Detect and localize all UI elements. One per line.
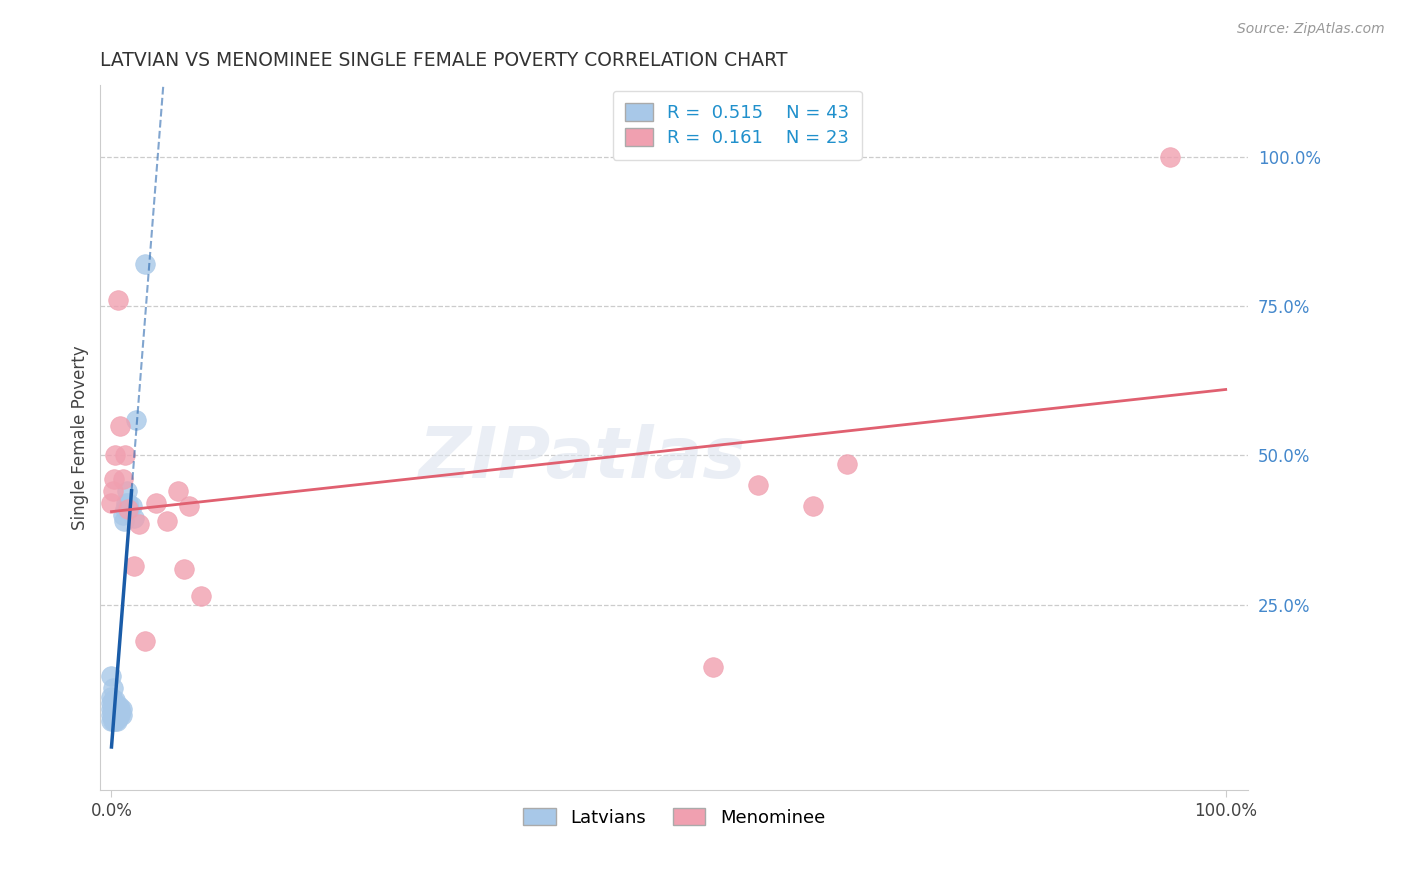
Point xyxy=(107,293,129,307)
Point xyxy=(110,702,132,716)
Point xyxy=(103,711,125,725)
Point xyxy=(100,496,122,510)
Point xyxy=(101,693,124,707)
Point xyxy=(1159,150,1181,164)
Point xyxy=(114,502,136,516)
Point xyxy=(112,514,135,528)
Point xyxy=(125,412,148,426)
Point xyxy=(117,496,139,510)
Point xyxy=(110,708,132,723)
Point xyxy=(101,681,124,696)
Point xyxy=(108,708,131,723)
Point xyxy=(117,502,139,516)
Point xyxy=(747,478,769,492)
Point xyxy=(100,669,122,683)
Point xyxy=(835,458,858,472)
Point xyxy=(100,690,122,705)
Point xyxy=(702,660,724,674)
Point xyxy=(115,496,138,510)
Point xyxy=(104,699,127,714)
Point xyxy=(122,511,145,525)
Point xyxy=(101,484,124,499)
Text: ZIPatlas: ZIPatlas xyxy=(419,425,747,493)
Point xyxy=(111,508,134,523)
Point xyxy=(179,499,201,513)
Point xyxy=(108,699,131,714)
Point xyxy=(104,693,127,707)
Point xyxy=(101,714,124,729)
Point xyxy=(100,714,122,729)
Point xyxy=(134,633,156,648)
Point xyxy=(167,484,190,499)
Point xyxy=(111,472,134,486)
Point xyxy=(107,702,129,716)
Point xyxy=(122,558,145,573)
Point xyxy=(803,499,825,513)
Point xyxy=(128,517,150,532)
Point xyxy=(105,714,128,729)
Point xyxy=(110,418,132,433)
Point xyxy=(134,257,156,271)
Point xyxy=(110,702,132,716)
Point xyxy=(118,502,141,516)
Point xyxy=(145,496,167,510)
Point xyxy=(104,711,127,725)
Point xyxy=(103,706,125,720)
Point xyxy=(104,708,127,723)
Point xyxy=(100,702,122,716)
Point xyxy=(100,708,122,723)
Legend: Latvians, Menominee: Latvians, Menominee xyxy=(516,800,832,834)
Point xyxy=(104,706,127,720)
Point xyxy=(103,699,125,714)
Point xyxy=(115,484,138,499)
Point xyxy=(105,708,128,723)
Point xyxy=(101,702,124,716)
Y-axis label: Single Female Poverty: Single Female Poverty xyxy=(72,345,89,530)
Point xyxy=(173,562,195,576)
Point xyxy=(110,708,132,723)
Text: LATVIAN VS MENOMINEE SINGLE FEMALE POVERTY CORRELATION CHART: LATVIAN VS MENOMINEE SINGLE FEMALE POVER… xyxy=(100,51,787,70)
Point xyxy=(114,449,136,463)
Point xyxy=(104,714,127,729)
Point xyxy=(103,472,125,486)
Point xyxy=(101,708,124,723)
Point xyxy=(104,449,127,463)
Point xyxy=(107,711,129,725)
Point xyxy=(100,696,122,710)
Text: Source: ZipAtlas.com: Source: ZipAtlas.com xyxy=(1237,22,1385,37)
Point xyxy=(156,514,179,528)
Point xyxy=(121,499,143,513)
Point xyxy=(190,589,212,603)
Point xyxy=(104,702,127,716)
Point xyxy=(105,699,128,714)
